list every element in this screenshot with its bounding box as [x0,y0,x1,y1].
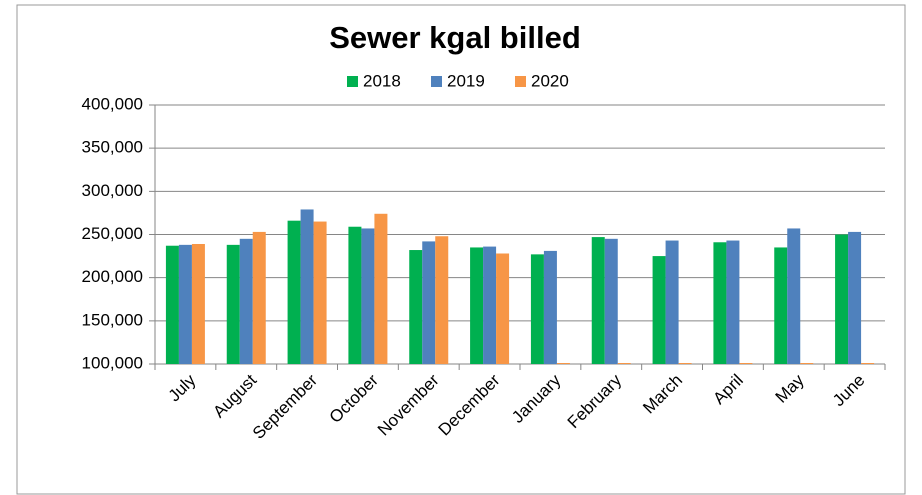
bar [739,363,753,364]
legend-swatch [431,76,442,87]
bar [861,363,875,364]
bar [422,241,436,364]
bar [800,363,814,364]
y-tick-label: 150,000 [82,310,143,329]
bar [678,363,692,364]
bar [313,221,327,364]
bar [713,242,727,364]
legend-swatch [347,76,358,87]
bar [604,238,618,364]
bar [483,246,497,364]
bar [726,240,740,364]
y-tick-label: 400,000 [82,94,143,113]
bar [348,226,362,364]
legend-label: 2018 [363,71,401,90]
legend-label: 2020 [531,71,569,90]
y-tick-label: 300,000 [82,181,143,200]
bar [252,231,266,364]
bar [617,363,631,364]
bar [787,228,801,364]
bar [300,209,314,364]
bar [178,244,192,364]
chart-title: Sewer kgal billed [329,20,581,55]
y-tick-label: 100,000 [82,353,143,372]
bar [835,234,849,364]
bar [435,236,449,364]
bar [191,243,205,364]
bar [361,228,375,364]
bar [848,231,862,364]
bar [409,250,423,364]
bar [556,363,570,364]
bar [239,238,253,364]
chart-frame [16,4,906,495]
legend-label: 2019 [447,71,485,90]
bar [165,245,179,364]
bar [774,247,788,364]
bar [665,240,679,364]
bar [591,237,605,364]
bar [470,247,484,364]
bar [287,220,301,364]
bar [374,213,388,364]
legend-swatch [515,76,526,87]
y-tick-label: 350,000 [82,138,143,157]
y-tick-label: 200,000 [82,267,143,286]
bar [496,253,510,364]
bar [530,254,544,364]
bar [543,250,557,364]
y-tick-label: 250,000 [82,224,143,243]
bar [652,256,666,364]
bar [226,244,240,364]
